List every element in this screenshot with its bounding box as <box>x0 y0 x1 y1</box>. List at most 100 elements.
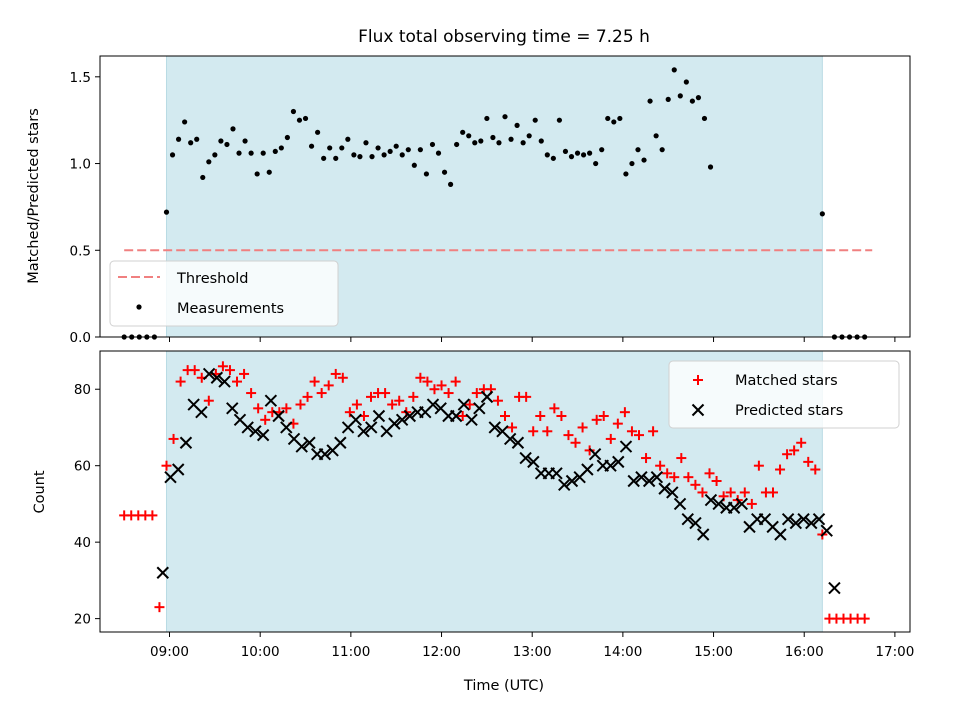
measurement-point <box>689 98 695 104</box>
predicted-star-point-b <box>465 413 478 427</box>
measurement-point <box>351 152 357 158</box>
predicted-star-point-b <box>789 516 803 530</box>
bottom-axes-frame <box>99 350 911 633</box>
matched-star-point <box>704 468 715 479</box>
measurement-point <box>460 129 466 135</box>
predicted-star-point-b <box>172 463 185 476</box>
legend-matched-swatch <box>693 375 703 385</box>
predicted-star-point-b <box>820 524 833 537</box>
matched-star-point <box>542 426 553 437</box>
measurement-point <box>272 148 278 155</box>
matched-star-point <box>521 391 532 402</box>
predicted-star-point-b <box>681 513 694 526</box>
top-ytick-label: 0.5 <box>70 243 91 259</box>
measurement-point <box>496 140 502 146</box>
predicted-star-point-b <box>365 421 378 434</box>
predicted-star-point <box>635 470 648 484</box>
measurement-point <box>375 145 381 151</box>
predicted-star-point-b <box>805 516 818 530</box>
measurement-point <box>562 148 569 155</box>
predicted-star-point <box>604 459 617 472</box>
measurement-point <box>484 115 490 122</box>
x-axis-label: Time (UTC) <box>463 678 544 694</box>
predicted-star-point <box>357 425 370 438</box>
predicted-star-point <box>318 448 332 461</box>
predicted-star-point-b <box>766 520 779 534</box>
matched-star-point <box>683 472 694 483</box>
matched-star-point <box>239 368 250 379</box>
matched-star-point <box>598 410 609 421</box>
measurement-point <box>538 138 544 144</box>
predicted-star-point <box>156 566 169 579</box>
predicted-star-point-b <box>781 513 795 526</box>
matched-star-point <box>450 376 461 387</box>
predicted-star-point <box>480 390 494 404</box>
predicted-star-point <box>334 436 347 449</box>
measurement-point <box>327 145 333 151</box>
predicted-star-point-b <box>256 428 270 442</box>
predicted-star-point <box>449 409 463 423</box>
bottom-ytick-label: 40 <box>74 535 91 551</box>
predicted-star-point-b <box>658 482 671 495</box>
predicted-star-point-b <box>179 436 193 449</box>
matched-star-point <box>619 407 630 418</box>
matched-star-point <box>408 391 419 402</box>
measurement-point <box>478 138 484 144</box>
measurement-point <box>369 154 375 160</box>
measurement-point <box>659 147 665 153</box>
matched-star-point <box>577 422 588 433</box>
predicted-star-point-b <box>604 459 617 472</box>
predicted-star-point-b <box>241 421 254 434</box>
predicted-star-point-b <box>272 409 285 423</box>
predicted-star-point <box>666 486 679 499</box>
predicted-star-point <box>403 409 417 423</box>
xtick-label: 10:00 <box>241 644 280 660</box>
predicted-star-point-b <box>218 375 231 388</box>
predicted-star-point <box>612 455 625 469</box>
predicted-star-point <box>627 474 640 488</box>
predicted-star-point-b <box>318 448 332 461</box>
predicted-star-point-b <box>712 497 725 511</box>
measurement-point <box>599 147 605 153</box>
predicted-star-point <box>619 440 633 453</box>
matched-star-point <box>217 361 228 372</box>
predicted-star-point <box>426 398 440 411</box>
predicted-star-point-b <box>527 455 540 469</box>
measurement-point <box>526 133 532 139</box>
predicted-star-point-b <box>426 398 440 411</box>
predicted-star-point <box>473 402 486 415</box>
predicted-star-point-b <box>195 405 208 419</box>
predicted-star-point-b <box>480 390 494 404</box>
measurement-point <box>393 143 399 149</box>
predicted-star-point-b <box>395 413 409 427</box>
matched-star-point <box>302 391 313 402</box>
measurement-point <box>345 136 351 142</box>
measurement-point <box>508 136 514 142</box>
predicted-star-point-b <box>696 528 710 541</box>
predicted-star-point-b <box>303 436 316 449</box>
measurement-point <box>163 209 170 215</box>
measurement-point <box>819 211 825 217</box>
top-y-axis-label: Matched/Predicted stars <box>26 108 42 284</box>
predicted-star-point <box>365 421 378 434</box>
matched-star-point <box>563 430 574 441</box>
matched-star-point <box>697 487 708 498</box>
predicted-star-point <box>295 440 308 453</box>
measurement-point <box>315 129 321 135</box>
legend-predicted-label: Predicted stars <box>735 403 843 419</box>
matched-star-point <box>394 395 405 406</box>
predicted-star-point-b <box>357 425 370 438</box>
matched-star-point <box>775 464 786 475</box>
predicted-star-point <box>581 463 594 476</box>
legend-threshold-label: Threshold <box>176 271 248 287</box>
matched-star-point <box>464 399 475 410</box>
matched-star-point <box>570 437 581 448</box>
matched-star-point <box>500 410 510 421</box>
predicted-star-point-b <box>372 409 386 423</box>
predicted-star-point-b <box>565 474 579 488</box>
predicted-star-point-b <box>550 467 563 480</box>
predicted-star-point-b <box>797 513 810 526</box>
matched-star-point <box>316 388 327 399</box>
measurement-point <box>290 108 297 115</box>
